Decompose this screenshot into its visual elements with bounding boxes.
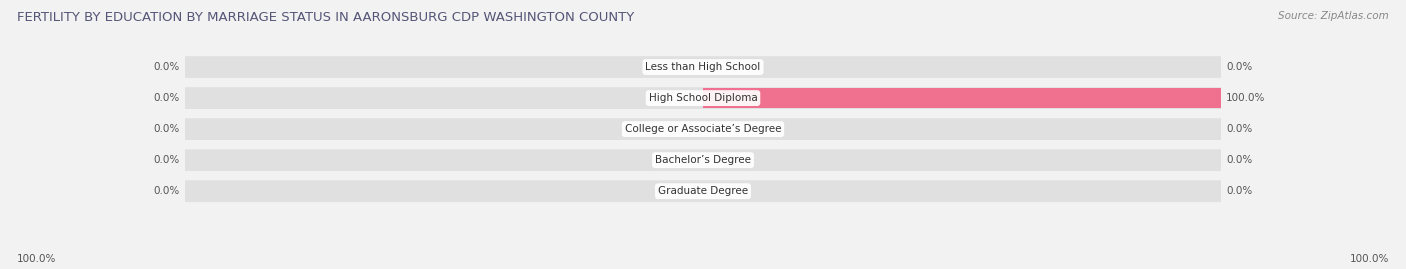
Text: 0.0%: 0.0% <box>153 93 180 103</box>
Text: High School Diploma: High School Diploma <box>648 93 758 103</box>
Text: 0.0%: 0.0% <box>153 62 180 72</box>
FancyBboxPatch shape <box>186 87 1220 109</box>
Text: Graduate Degree: Graduate Degree <box>658 186 748 196</box>
Text: 0.0%: 0.0% <box>1226 124 1253 134</box>
Legend: Married, Unmarried: Married, Unmarried <box>616 266 790 269</box>
Text: Bachelor’s Degree: Bachelor’s Degree <box>655 155 751 165</box>
FancyBboxPatch shape <box>186 56 1220 78</box>
Text: 0.0%: 0.0% <box>153 186 180 196</box>
Text: 0.0%: 0.0% <box>153 124 180 134</box>
Text: 0.0%: 0.0% <box>1226 62 1253 72</box>
Text: Source: ZipAtlas.com: Source: ZipAtlas.com <box>1278 11 1389 21</box>
Text: 100.0%: 100.0% <box>1226 93 1265 103</box>
Text: FERTILITY BY EDUCATION BY MARRIAGE STATUS IN AARONSBURG CDP WASHINGTON COUNTY: FERTILITY BY EDUCATION BY MARRIAGE STATU… <box>17 11 634 24</box>
Text: Less than High School: Less than High School <box>645 62 761 72</box>
FancyBboxPatch shape <box>186 118 1220 140</box>
Text: 0.0%: 0.0% <box>1226 155 1253 165</box>
Text: 0.0%: 0.0% <box>1226 186 1253 196</box>
FancyBboxPatch shape <box>186 149 1220 171</box>
Text: 100.0%: 100.0% <box>17 254 56 264</box>
Bar <box>703 89 1220 108</box>
Text: 100.0%: 100.0% <box>1350 254 1389 264</box>
FancyBboxPatch shape <box>186 180 1220 202</box>
Text: 0.0%: 0.0% <box>153 155 180 165</box>
Text: College or Associate’s Degree: College or Associate’s Degree <box>624 124 782 134</box>
